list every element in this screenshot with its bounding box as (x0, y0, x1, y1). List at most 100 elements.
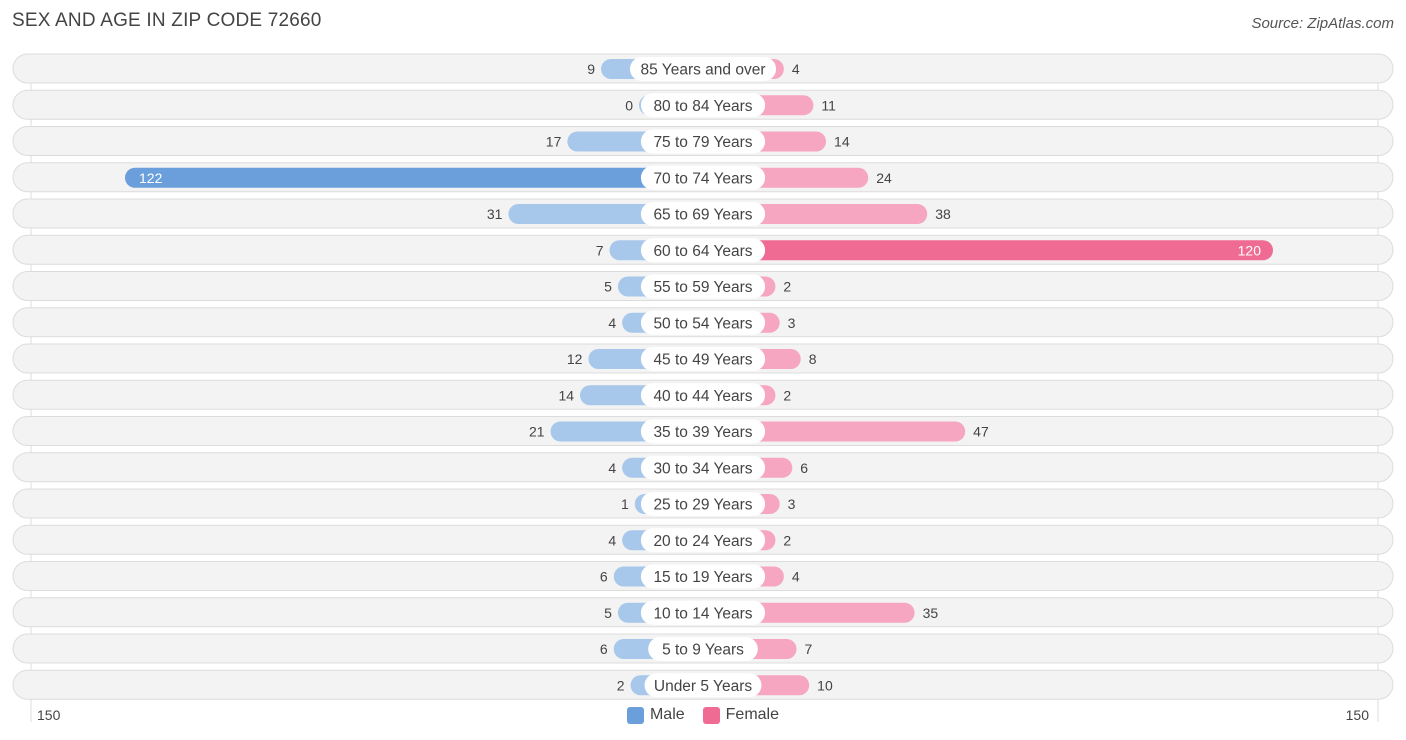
category-label-bg (640, 347, 766, 371)
row-16: 5 to 9 Years 6 7 (12, 633, 1394, 664)
category-label-bg (640, 310, 766, 335)
category-label-bg (648, 637, 758, 661)
bar-male (125, 167, 703, 188)
category-label-bg (640, 492, 766, 516)
value-label-male: 4 (608, 532, 616, 548)
legend-item-female[interactable]: Female (702, 706, 780, 724)
category-label-bg (644, 673, 762, 698)
category-label-bg (640, 165, 766, 190)
category-label: 85 Years and over (641, 62, 766, 79)
value-label-male: 4 (608, 460, 616, 476)
value-label-female: 2 (783, 387, 791, 403)
value-label-male: 12 (567, 351, 583, 367)
category-label: 50 to 54 Years (653, 315, 752, 332)
category-label-bg (629, 57, 777, 81)
chart-title: SEX AND AGE IN ZIP CODE 72660 (12, 10, 322, 31)
legend-label-female: Female (725, 706, 780, 723)
category-label: 65 to 69 Years (653, 207, 752, 224)
category-label: 25 to 29 Years (653, 497, 752, 514)
chart-source: Source: ZipAtlas.com (1251, 15, 1394, 32)
value-label-female: 4 (792, 61, 800, 77)
value-label-male: 2 (617, 677, 625, 693)
row-3: 70 to 74 Years 122 24 (12, 162, 1394, 193)
category-label: 45 to 49 Years (653, 352, 752, 369)
category-label: 15 to 19 Years (653, 569, 752, 586)
axis-right-label: 150 (1345, 707, 1369, 723)
category-label-bg (640, 455, 766, 480)
value-label-female: 2 (783, 532, 791, 548)
row-6: 55 to 59 Years 5 2 (12, 271, 1394, 301)
value-label-female: 3 (788, 315, 796, 331)
value-label-male: 122 (139, 170, 163, 186)
category-label: 35 to 39 Years (653, 424, 752, 441)
category-label: 75 to 79 Years (653, 134, 752, 151)
category-label: 60 to 64 Years (653, 243, 752, 260)
value-label-male: 5 (604, 279, 612, 295)
category-label: 40 to 44 Years (653, 388, 752, 405)
legend: Male Female (0, 706, 1406, 724)
row-14: 15 to 19 Years 6 4 (12, 561, 1394, 591)
row-5: 60 to 64 Years 7 120 (12, 234, 1394, 265)
category-label-bg (640, 419, 766, 444)
value-label-male: 14 (558, 387, 574, 403)
value-label-female: 2 (783, 279, 791, 295)
legend-swatch-male (626, 706, 644, 724)
row-17: Under 5 Years 2 10 (12, 669, 1394, 700)
value-label-female: 120 (1238, 242, 1262, 258)
row-13: 20 to 24 Years 4 2 (12, 524, 1394, 555)
category-label: 5 to 9 Years (662, 642, 744, 659)
category-label: 80 to 84 Years (653, 98, 752, 115)
value-label-female: 47 (973, 424, 989, 440)
category-label-bg (640, 528, 766, 553)
category-label: 30 to 34 Years (653, 460, 752, 477)
category-label-bg (640, 274, 766, 299)
category-label: 20 to 24 Years (653, 533, 752, 550)
value-label-male: 6 (600, 641, 608, 657)
category-label: Under 5 Years (654, 678, 752, 695)
row-12: 25 to 29 Years 1 3 (12, 488, 1394, 519)
row-15: 10 to 14 Years 5 35 (12, 597, 1394, 628)
row-11: 30 to 34 Years 4 6 (12, 452, 1394, 483)
category-label-bg (640, 238, 766, 263)
row-4: 65 to 69 Years 31 38 (12, 198, 1394, 229)
category-label: 10 to 14 Years (653, 605, 752, 622)
value-label-female: 10 (817, 677, 833, 693)
category-label-bg (640, 202, 766, 226)
value-label-female: 7 (805, 641, 813, 657)
category-label-bg (640, 129, 766, 154)
category-label: 55 to 59 Years (653, 279, 752, 296)
row-2: 75 to 79 Years 17 14 (12, 126, 1394, 156)
legend-label-male: Male (649, 706, 685, 723)
value-label-male: 21 (529, 424, 545, 440)
row-9: 40 to 44 Years 14 2 (12, 379, 1394, 410)
value-label-male: 4 (608, 315, 616, 331)
value-label-female: 24 (876, 170, 892, 186)
value-label-male: 1 (621, 496, 629, 512)
bar-female (703, 240, 1273, 261)
value-label-male: 6 (600, 569, 608, 585)
row-8: 45 to 49 Years 12 8 (12, 343, 1394, 374)
value-label-male: 17 (546, 134, 562, 150)
category-label-bg (640, 600, 766, 625)
value-label-female: 11 (821, 97, 836, 113)
row-1: 80 to 84 Years 0 11 (12, 89, 1394, 120)
value-label-female: 3 (788, 496, 796, 512)
value-label-male: 7 (596, 242, 604, 258)
category-label-bg (640, 93, 766, 118)
value-label-male: 0 (625, 97, 633, 113)
row-10: 35 to 39 Years 21 47 (12, 416, 1394, 446)
value-label-male: 9 (587, 61, 595, 77)
value-label-female: 6 (800, 460, 808, 476)
category-label: 70 to 74 Years (653, 170, 752, 187)
legend-swatch-female (702, 706, 720, 724)
value-label-female: 35 (923, 605, 939, 621)
row-7: 50 to 54 Years 4 3 (12, 307, 1394, 338)
value-label-female: 38 (935, 206, 951, 222)
value-label-female: 4 (792, 569, 800, 585)
legend-item-male[interactable]: Male (626, 706, 685, 724)
category-label-bg (640, 383, 766, 408)
value-label-male: 5 (604, 605, 612, 621)
category-label-bg (640, 564, 766, 589)
axis-left-label: 150 (37, 707, 61, 723)
